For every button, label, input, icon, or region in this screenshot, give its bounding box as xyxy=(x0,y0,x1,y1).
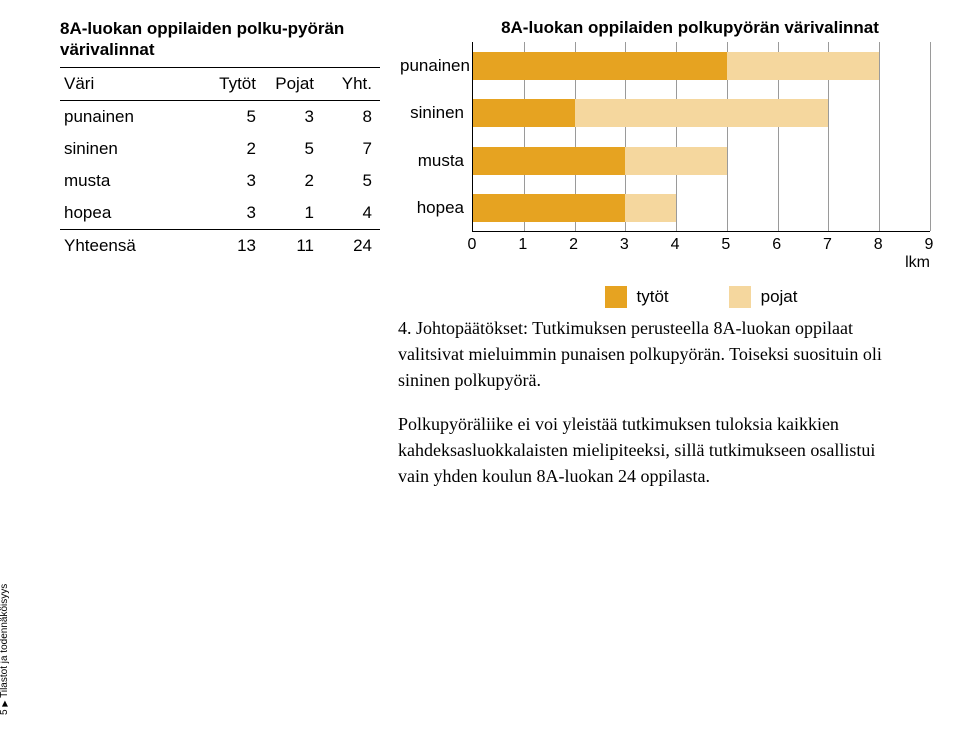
cell-label: Yhteensä xyxy=(60,229,206,262)
triangle-icon: ▶ xyxy=(0,701,9,707)
table-row: musta 3 2 5 xyxy=(60,165,380,197)
body-text: 4. Johtopäätökset: Tutkimuksen perusteel… xyxy=(398,315,898,508)
cell-yht: 4 xyxy=(322,197,380,230)
legend-label: pojat xyxy=(761,287,798,307)
ylabel: hopea xyxy=(400,198,472,218)
table-title: 8A-luokan oppilaiden polku-pyörän väriva… xyxy=(60,18,380,61)
table-row: hopea 3 1 4 xyxy=(60,197,380,230)
cell-tytot: 5 xyxy=(206,100,264,133)
cell-pojat: 1 xyxy=(264,197,322,230)
bar-chart: 8A-luokan oppilaiden polkupyörän värival… xyxy=(400,18,930,308)
cell-tytot: 3 xyxy=(206,197,264,230)
cell-pojat: 2 xyxy=(264,165,322,197)
page-number: 5 xyxy=(0,709,10,715)
cell-yht: 8 xyxy=(322,100,380,133)
legend-item-pojat: pojat xyxy=(729,286,798,308)
chart-x-ticks: 0123456789lkm xyxy=(472,232,930,254)
chart-y-labels: punainen sininen musta hopea xyxy=(400,42,472,232)
cell-tytot: 13 xyxy=(206,229,264,262)
cell-pojat: 5 xyxy=(264,133,322,165)
table-total-row: Yhteensä 13 11 24 xyxy=(60,229,380,262)
cell-yht: 24 xyxy=(322,229,380,262)
cell-label: punainen xyxy=(60,100,206,133)
data-table: 8A-luokan oppilaiden polku-pyörän väriva… xyxy=(60,18,380,308)
cell-pojat: 3 xyxy=(264,100,322,133)
cell-yht: 5 xyxy=(322,165,380,197)
conclusion-para-2: Polkupyöräliike ei voi yleistää tutkimuk… xyxy=(398,411,898,489)
chart-plot-area xyxy=(472,42,930,232)
col-tytot: Tytöt xyxy=(206,67,264,100)
cell-tytot: 3 xyxy=(206,165,264,197)
cell-label: musta xyxy=(60,165,206,197)
table-header-row: Väri Tytöt Pojat Yht. xyxy=(60,67,380,100)
color-table: Väri Tytöt Pojat Yht. punainen 5 3 8 sin… xyxy=(60,67,380,262)
page-marginal: 5 ▶ Tilastot ja todennäköisyys xyxy=(0,584,10,715)
section-name: Tilastot ja todennäköisyys xyxy=(0,584,10,698)
cell-pojat: 11 xyxy=(264,229,322,262)
cell-tytot: 2 xyxy=(206,133,264,165)
legend-item-tytot: tytöt xyxy=(605,286,669,308)
col-pojat: Pojat xyxy=(264,67,322,100)
legend-swatch-pojat xyxy=(729,286,751,308)
cell-label: sininen xyxy=(60,133,206,165)
table-row: sininen 2 5 7 xyxy=(60,133,380,165)
ylabel: sininen xyxy=(400,103,472,123)
col-yht: Yht. xyxy=(322,67,380,100)
chart-title: 8A-luokan oppilaiden polkupyörän värival… xyxy=(450,18,930,38)
ylabel: punainen xyxy=(400,56,472,76)
chart-legend: tytöt pojat xyxy=(472,286,930,308)
cell-label: hopea xyxy=(60,197,206,230)
legend-label: tytöt xyxy=(637,287,669,307)
legend-swatch-tytot xyxy=(605,286,627,308)
cell-yht: 7 xyxy=(322,133,380,165)
ylabel: musta xyxy=(400,151,472,171)
table-row: punainen 5 3 8 xyxy=(60,100,380,133)
col-vari: Väri xyxy=(60,67,206,100)
conclusion-para-1: 4. Johtopäätökset: Tutkimuksen perusteel… xyxy=(398,315,898,393)
